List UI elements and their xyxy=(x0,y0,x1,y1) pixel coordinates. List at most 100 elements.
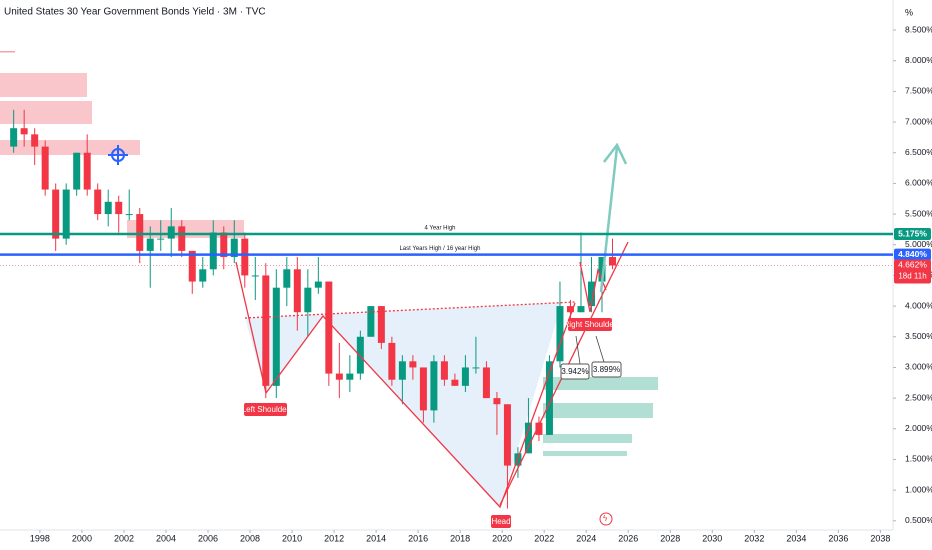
zone xyxy=(543,451,627,456)
candle-body xyxy=(167,226,175,239)
x-tick-label: 2016 xyxy=(408,533,428,543)
candle-body xyxy=(566,306,574,313)
candle-body xyxy=(409,361,417,368)
zone xyxy=(543,377,658,390)
y-tick-label: 2.000% xyxy=(905,423,932,433)
candle-body xyxy=(230,238,238,258)
candle-body xyxy=(482,367,490,399)
candle-body xyxy=(146,238,154,251)
x-tick-label: 2002 xyxy=(114,533,134,543)
level-name: Last Years High / 16 year High xyxy=(399,246,480,252)
candle-body xyxy=(608,257,616,266)
candle-body xyxy=(115,201,123,215)
candle-body xyxy=(398,361,406,380)
candle-body xyxy=(430,361,438,411)
candle-body xyxy=(587,281,595,307)
x-tick-label: 2020 xyxy=(492,533,512,543)
candle-body xyxy=(388,342,396,380)
x-tick-label: 2008 xyxy=(240,533,260,543)
candle-body xyxy=(10,128,18,147)
candle-body xyxy=(524,422,532,454)
annotation-box xyxy=(491,515,511,528)
candle-body xyxy=(346,373,354,380)
leader xyxy=(575,335,581,365)
level-name: 4 Year High xyxy=(424,226,455,232)
candle-body xyxy=(314,281,322,288)
candle-body xyxy=(199,269,207,282)
candle-body xyxy=(83,152,91,190)
candle-body xyxy=(209,232,217,270)
candle-body xyxy=(251,275,259,277)
arrow xyxy=(599,142,628,293)
x-tick-label: 2036 xyxy=(828,533,848,543)
zone xyxy=(543,434,632,443)
pattern-fill xyxy=(245,303,562,507)
y-tick-label: 5.500% xyxy=(905,208,932,218)
candle-body xyxy=(535,422,543,435)
candle-body xyxy=(304,287,312,313)
y-tick-label: 3.000% xyxy=(905,362,932,372)
annotation: Right Shoulder xyxy=(564,320,617,329)
candle-body xyxy=(419,367,427,411)
x-tick-label: 2004 xyxy=(156,533,176,543)
y-tick-label: 5.000% xyxy=(905,239,932,249)
candle-body xyxy=(262,275,270,386)
candle-body xyxy=(283,269,291,288)
level-label: 4.840% xyxy=(898,249,927,259)
candle-body xyxy=(577,306,585,313)
annotation-box xyxy=(244,403,287,416)
candle-body xyxy=(52,189,60,239)
candle-body xyxy=(188,250,196,282)
candle-body xyxy=(178,226,186,251)
x-tick-label: 2022 xyxy=(534,533,554,543)
x-tick-label: 2038 xyxy=(870,533,890,543)
candle-body xyxy=(493,398,501,405)
candle-body xyxy=(556,306,564,362)
annotation-box xyxy=(568,318,612,331)
last-label: 4.662% xyxy=(898,260,927,270)
y-tick-label: 2.500% xyxy=(905,392,932,402)
annotation: Head xyxy=(491,517,510,526)
candle-body xyxy=(598,257,606,282)
candle-body xyxy=(503,404,511,466)
candle-body xyxy=(41,146,49,190)
y-tick-label: 3.500% xyxy=(905,331,932,341)
x-tick-label: 2006 xyxy=(198,533,218,543)
candle-body xyxy=(125,214,133,216)
candle-body xyxy=(272,287,280,386)
candle-body xyxy=(136,214,144,251)
zone xyxy=(0,101,92,124)
zones xyxy=(0,51,658,507)
candle-body xyxy=(377,306,385,343)
candle-body xyxy=(73,152,81,190)
y-tick-label: 4.000% xyxy=(905,300,932,310)
candle-body xyxy=(62,189,70,239)
level-label: 5.175% xyxy=(898,228,927,238)
annotation-box xyxy=(560,363,590,380)
y-tick-label: 1.500% xyxy=(905,454,932,464)
leader xyxy=(595,335,605,363)
arrow-shaft xyxy=(599,146,619,293)
candle-body xyxy=(31,134,39,147)
candle-body xyxy=(20,128,28,135)
x-tick-label: 1998 xyxy=(30,533,50,543)
candle-body xyxy=(451,379,459,386)
neckline xyxy=(244,301,576,319)
x-tick-label: 2024 xyxy=(576,533,596,543)
y-tick-label: 7.500% xyxy=(905,86,932,96)
y-tick-label: 6.500% xyxy=(905,147,932,157)
target-icon xyxy=(108,145,128,165)
level-label-box xyxy=(894,228,931,241)
x-tick-label: 2014 xyxy=(366,533,386,543)
level-label-box xyxy=(894,248,931,261)
event-icon xyxy=(599,512,613,526)
candle-body xyxy=(472,367,480,369)
annotation: Left Shoulder xyxy=(242,405,290,414)
event-icon: ϟ xyxy=(603,514,608,523)
candle-body xyxy=(157,238,165,240)
candle-body xyxy=(94,189,102,215)
zone xyxy=(0,73,87,97)
annotation-box xyxy=(591,361,622,378)
candle-body xyxy=(104,201,112,215)
